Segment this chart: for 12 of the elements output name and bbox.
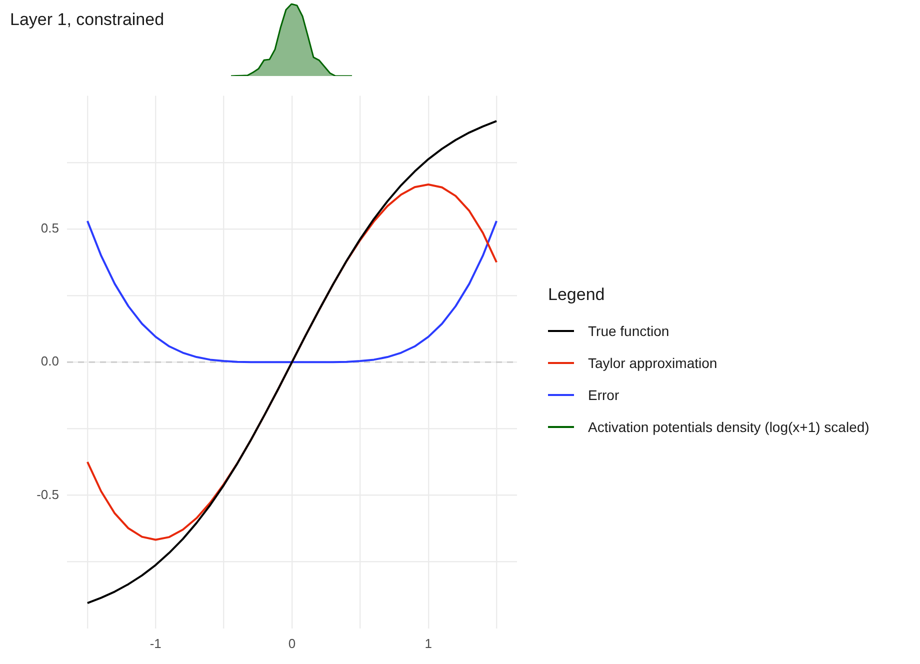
y-tick-label: 0.5 [40, 220, 59, 236]
x-tick-label: 0 [288, 636, 296, 651]
legend-label: Error [588, 387, 620, 403]
legend-label: True function [588, 323, 670, 339]
x-tick-label: -1 [150, 636, 162, 651]
legend-label: Activation potentials density (log(x+1) scaled) [588, 419, 870, 435]
x-tick-label: 1 [424, 636, 432, 651]
chart-title: Layer 1, constrained [10, 10, 164, 30]
legend-title: Legend [548, 285, 606, 305]
y-tick-label: 0.0 [40, 354, 59, 369]
y-tick-label: -0.5 [36, 486, 59, 502]
legend-label: Taylor approximation [588, 355, 718, 371]
